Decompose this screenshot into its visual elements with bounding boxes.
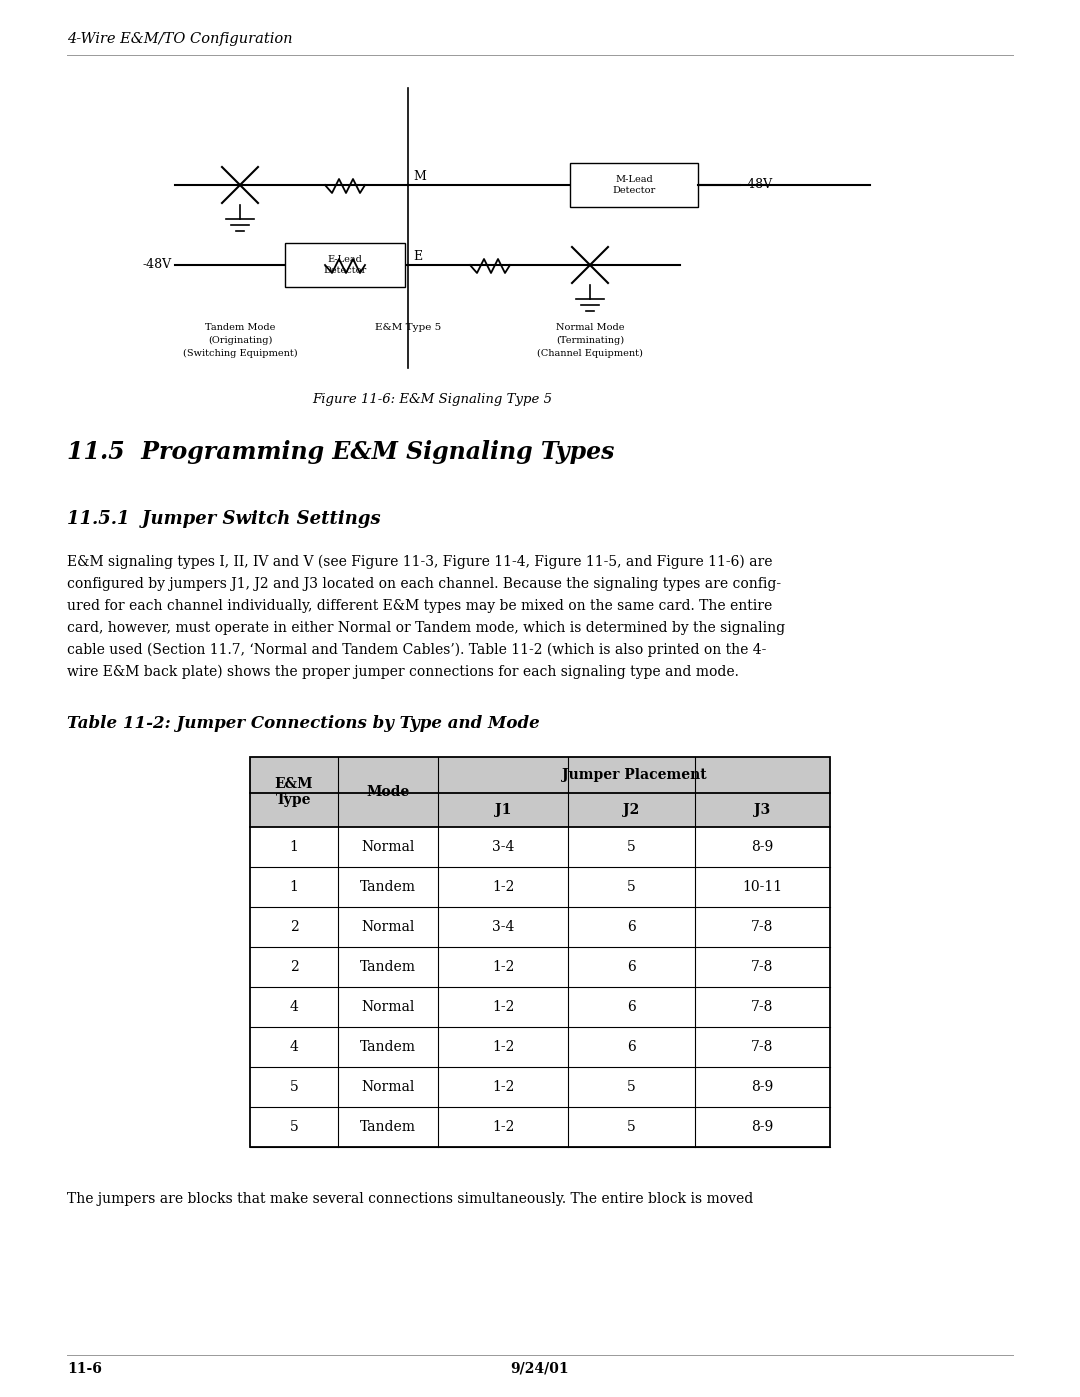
Text: 10-11: 10-11 [742, 880, 783, 894]
Text: 5: 5 [627, 1080, 636, 1094]
Text: wire E&M back plate) shows the proper jumper connections for each signaling type: wire E&M back plate) shows the proper ju… [67, 665, 739, 679]
Text: 7-8: 7-8 [752, 921, 773, 935]
Text: Table 11-2: Jumper Connections by Type and Mode: Table 11-2: Jumper Connections by Type a… [67, 715, 540, 732]
Text: 5: 5 [289, 1120, 298, 1134]
Text: 7-8: 7-8 [752, 960, 773, 974]
Text: J3: J3 [754, 803, 771, 817]
Text: 1-2: 1-2 [491, 1039, 514, 1053]
Text: Tandem Mode: Tandem Mode [205, 323, 275, 332]
Text: 5: 5 [627, 840, 636, 854]
Bar [285, 243, 405, 286]
Text: (Switching Equipment): (Switching Equipment) [183, 349, 297, 358]
Text: E&M
Type: E&M Type [274, 777, 313, 807]
Text: 8-9: 8-9 [752, 1120, 773, 1134]
Text: 11.5.1  Jumper Switch Settings: 11.5.1 Jumper Switch Settings [67, 510, 380, 528]
Text: 5: 5 [627, 1120, 636, 1134]
Text: M-Lead
Detector: M-Lead Detector [612, 175, 656, 194]
Text: 11.5  Programming E&M Signaling Types: 11.5 Programming E&M Signaling Types [67, 440, 615, 464]
Text: 6: 6 [627, 921, 636, 935]
Text: 6: 6 [627, 1039, 636, 1053]
Text: 2: 2 [289, 921, 298, 935]
Text: 11-6: 11-6 [67, 1362, 102, 1376]
Text: 1-2: 1-2 [491, 1120, 514, 1134]
Text: 5: 5 [289, 1080, 298, 1094]
Text: Mode: Mode [366, 785, 409, 799]
Text: 3-4: 3-4 [491, 840, 514, 854]
Text: J2: J2 [623, 803, 639, 817]
Text: Normal: Normal [362, 1000, 415, 1014]
Bar [570, 163, 698, 207]
Text: Tandem: Tandem [360, 1120, 416, 1134]
Text: cable used (Section 11.7, ‘Normal and Tandem Cables’). Table 11-2 (which is also: cable used (Section 11.7, ‘Normal and Ta… [67, 643, 767, 658]
Text: Figure 11-6: E&M Signaling Type 5: Figure 11-6: E&M Signaling Type 5 [312, 393, 552, 407]
Text: 9/24/01: 9/24/01 [511, 1362, 569, 1376]
Text: 2: 2 [289, 960, 298, 974]
Text: Normal: Normal [362, 1080, 415, 1094]
Text: (Terminating): (Terminating) [556, 335, 624, 345]
Text: 1-2: 1-2 [491, 1000, 514, 1014]
Text: -48V: -48V [143, 258, 172, 271]
Text: E-Lead
Detector: E-Lead Detector [323, 256, 366, 275]
Text: 1-2: 1-2 [491, 1080, 514, 1094]
Text: 1: 1 [289, 840, 298, 854]
Text: Tandem: Tandem [360, 960, 416, 974]
Text: E&M signaling types I, II, IV and V (see Figure 11-3, Figure 11-4, Figure 11-5, : E&M signaling types I, II, IV and V (see… [67, 555, 772, 570]
Text: 4: 4 [289, 1000, 298, 1014]
Text: The jumpers are blocks that make several connections simultaneously. The entire : The jumpers are blocks that make several… [67, 1192, 753, 1206]
Text: 5: 5 [627, 880, 636, 894]
Text: 8-9: 8-9 [752, 840, 773, 854]
Text: (Channel Equipment): (Channel Equipment) [537, 349, 643, 358]
Text: 6: 6 [627, 960, 636, 974]
Text: 4-Wire E&M/TO Configuration: 4-Wire E&M/TO Configuration [67, 32, 293, 46]
Bar [249, 757, 831, 1147]
Bar [249, 757, 831, 827]
Text: (Originating): (Originating) [207, 335, 272, 345]
Bar [249, 757, 831, 827]
Text: Tandem: Tandem [360, 1039, 416, 1053]
Text: Tandem: Tandem [360, 880, 416, 894]
Text: -48V: -48V [743, 179, 772, 191]
Text: card, however, must operate in either Normal or Tandem mode, which is determined: card, however, must operate in either No… [67, 622, 785, 636]
Text: 4: 4 [289, 1039, 298, 1053]
Text: E&M Type 5: E&M Type 5 [375, 323, 441, 332]
Text: M: M [413, 170, 426, 183]
Text: ured for each channel individually, different E&M types may be mixed on the same: ured for each channel individually, diff… [67, 599, 772, 613]
Text: 6: 6 [627, 1000, 636, 1014]
Bar [249, 757, 831, 1147]
Text: 7-8: 7-8 [752, 1000, 773, 1014]
Text: E: E [413, 250, 422, 263]
Text: 3-4: 3-4 [491, 921, 514, 935]
Text: 8-9: 8-9 [752, 1080, 773, 1094]
Text: Jumper Placement: Jumper Placement [562, 768, 706, 782]
Text: Normal Mode: Normal Mode [556, 323, 624, 332]
Text: configured by jumpers J1, J2 and J3 located on each channel. Because the signali: configured by jumpers J1, J2 and J3 loca… [67, 577, 781, 591]
Text: 1-2: 1-2 [491, 960, 514, 974]
Text: Normal: Normal [362, 840, 415, 854]
Text: 1: 1 [289, 880, 298, 894]
Text: Normal: Normal [362, 921, 415, 935]
Text: 1-2: 1-2 [491, 880, 514, 894]
Text: J1: J1 [495, 803, 511, 817]
Text: 7-8: 7-8 [752, 1039, 773, 1053]
